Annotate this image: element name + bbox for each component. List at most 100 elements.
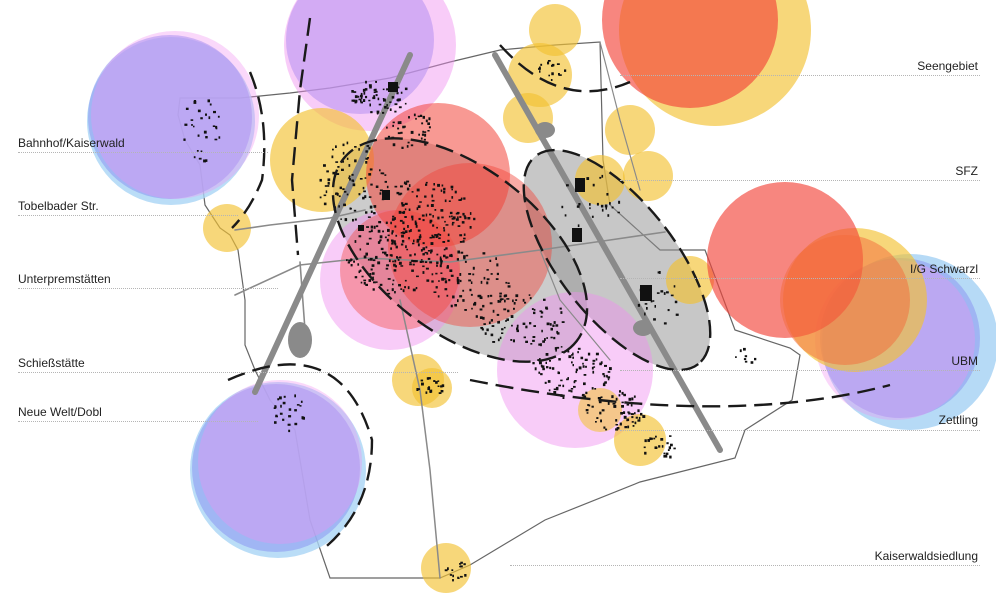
building-dot	[443, 278, 447, 280]
label-neue-welt-dobl: Neue Welt/Dobl	[18, 405, 102, 419]
building-dot	[354, 218, 357, 221]
building-dot	[653, 437, 656, 440]
building-dot	[515, 294, 519, 298]
building-dot	[415, 117, 417, 120]
building-dot	[656, 292, 660, 294]
building-dot	[288, 415, 292, 418]
building-dot	[402, 221, 405, 225]
building-dot	[379, 283, 383, 286]
building-dot	[351, 173, 354, 176]
building-dot	[470, 293, 473, 296]
building-dot	[384, 180, 387, 183]
building-dot	[365, 95, 368, 99]
building-dot	[551, 367, 555, 370]
building-dot	[479, 308, 483, 311]
building-dot	[367, 216, 371, 218]
building-dot	[392, 121, 395, 124]
building-dot	[380, 247, 384, 251]
building-dot	[448, 215, 451, 218]
building-dot	[353, 209, 357, 212]
building-dot	[403, 210, 406, 214]
building-dot	[604, 381, 607, 384]
building-dot	[547, 60, 551, 62]
building-dot	[450, 304, 453, 308]
building-dot	[657, 271, 660, 274]
building-dot	[503, 308, 507, 311]
building-dot	[744, 355, 748, 358]
building-dot	[585, 409, 589, 412]
building-dot	[604, 364, 607, 367]
building-dot	[560, 379, 563, 382]
building-dot	[617, 211, 620, 214]
building-dot	[416, 275, 419, 278]
building-dot	[396, 256, 398, 259]
building-dot	[462, 299, 465, 302]
large-building	[382, 190, 390, 200]
building-dot	[560, 311, 563, 314]
building-dot	[454, 304, 457, 307]
building-dot	[404, 230, 408, 233]
building-dot	[440, 189, 443, 192]
building-dot	[439, 256, 442, 259]
building-dot	[523, 336, 526, 339]
building-dot	[200, 117, 203, 120]
building-dot	[545, 306, 548, 310]
building-dot	[418, 133, 420, 136]
building-dot	[577, 347, 581, 350]
building-dot	[402, 289, 405, 293]
building-dot	[419, 201, 422, 203]
building-dot	[384, 106, 387, 109]
circle-yellow-6	[605, 105, 655, 155]
building-dot	[418, 235, 422, 239]
building-dot	[326, 170, 329, 173]
building-dot	[430, 251, 432, 254]
large-building	[575, 178, 585, 192]
building-dot	[561, 351, 564, 353]
label-rule	[620, 370, 980, 371]
building-dot	[218, 136, 221, 139]
building-dot	[360, 96, 363, 100]
building-dot	[369, 85, 372, 89]
building-dot	[434, 209, 437, 211]
building-dot	[663, 454, 666, 458]
building-dot	[365, 80, 367, 84]
circle-yellow-14	[614, 414, 666, 466]
building-dot	[568, 355, 572, 359]
building-dot	[354, 146, 357, 148]
building-dot	[505, 281, 508, 284]
building-dot	[368, 279, 372, 282]
building-dot	[343, 203, 346, 207]
building-dot	[444, 220, 446, 223]
building-dot	[637, 419, 641, 422]
building-dot	[440, 385, 443, 388]
building-dot	[365, 161, 368, 164]
building-dot	[406, 180, 410, 183]
building-dot	[379, 240, 381, 243]
building-dot	[621, 391, 624, 395]
building-dot	[634, 412, 636, 415]
building-dot	[400, 131, 403, 134]
building-dot	[397, 86, 400, 89]
circle-pink-bahnhof	[91, 31, 259, 199]
building-dot	[346, 259, 348, 262]
building-dot	[546, 366, 549, 369]
building-dot	[327, 178, 331, 181]
building-dot	[428, 117, 431, 121]
building-dot	[414, 220, 417, 224]
building-dot	[335, 161, 339, 163]
building-dot	[391, 96, 395, 99]
building-dot	[426, 252, 429, 255]
building-dot	[396, 191, 400, 195]
building-dot	[205, 113, 207, 116]
building-dot	[512, 299, 514, 303]
label-sfz: SFZ	[955, 164, 978, 178]
building-dot	[750, 361, 754, 364]
building-dot	[492, 309, 495, 313]
building-dot	[619, 390, 621, 393]
building-dot	[422, 219, 425, 222]
building-dot	[399, 256, 402, 259]
building-dot	[505, 319, 507, 322]
building-dot	[406, 145, 409, 148]
building-dot	[450, 274, 454, 277]
building-dot	[463, 233, 466, 236]
